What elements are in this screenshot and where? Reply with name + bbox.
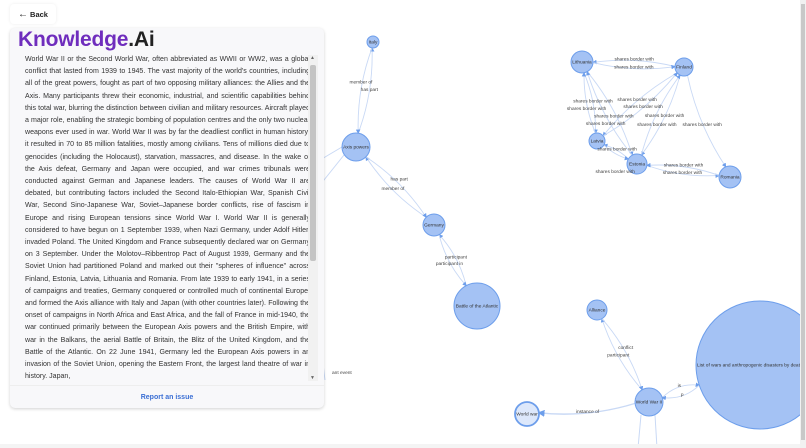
graph-edge [687,75,727,168]
back-button[interactable]: ← Back [10,4,56,24]
page-scroll-thumb[interactable] [801,4,805,440]
article-text: World War II or the Second World War, of… [25,56,310,381]
graph-node-latvia[interactable]: Latvia [588,132,606,150]
graph-edge [438,234,467,287]
article-scrollbar[interactable]: ▲ ▼ [308,55,318,381]
edge-label: shares border with [594,114,634,120]
edge-label: participant in [436,261,464,267]
edge-label: is [678,383,682,389]
graph-edge [537,402,636,417]
graph-edge [601,318,644,391]
edge-label: shares border with [664,163,704,169]
graph-edge [640,74,681,156]
graph-edge [637,414,642,448]
graph-edge [646,162,720,176]
node-label: Italy [369,40,378,46]
divider [10,385,324,386]
graph-edge [592,62,676,70]
graph-node-atlantic[interactable]: Battle of the Atlantic [453,282,501,330]
graph-edge [365,156,427,218]
graph-edge [602,72,678,137]
horizontal-scrollbar[interactable] [0,444,800,448]
graph-node-lithuania[interactable]: Lithuania [570,50,594,74]
graph-edge [365,156,427,218]
graph-edge [319,154,345,186]
graph-node-germany[interactable]: Germany [422,213,446,237]
graph-edge [661,382,701,398]
edge-label: shares border with [573,98,613,104]
graph-edge [654,414,658,448]
edge-label: has part [391,177,409,183]
edge-label: shares border with [567,106,607,112]
edge-label: shares border with [682,122,722,128]
graph-edge [661,384,700,401]
graph-edge [586,71,634,157]
edge-label: shares border with [637,122,677,128]
node-label: Estonia [629,162,645,168]
edge-label: shares border with [617,97,657,103]
node-label: Latvia [591,139,604,145]
node-label: Finland [676,65,692,71]
edge-label: has part [361,87,379,93]
node-label: World War II [636,400,662,406]
graph-edge [581,71,596,134]
edge-label: shares border with [663,170,703,176]
graph-edge [600,317,643,391]
back-label: Back [30,9,48,19]
arrow-left-icon: ← [18,8,29,20]
scroll-up-icon[interactable]: ▲ [310,55,315,61]
graph-node-finland[interactable]: Finland [674,57,694,77]
edge-label: shares border with [595,169,635,175]
edge-label: member of [381,186,405,192]
graph-edge [357,47,375,134]
scroll-down-icon[interactable]: ▼ [310,375,315,381]
graph-node-alliance[interactable]: Alliance [586,299,608,321]
edge-label: participant [607,352,630,358]
graph-node-italy[interactable]: Italy [366,35,380,49]
node-label: List of wars and anthropogenic disasters… [697,363,806,369]
graph-edge [583,72,598,135]
scroll-thumb[interactable] [310,65,316,261]
logo: Knowledge.Ai [18,28,155,51]
graph-node-estonia[interactable]: Estonia [626,153,648,175]
node-label: Alliance [589,308,606,314]
graph-node-worldwar[interactable]: World war [514,401,540,427]
graph-node-list[interactable]: List of wars and anthropogenic disasters… [695,300,806,430]
node-label: Battle of the Atlantic [456,304,499,310]
edge-label: participant [445,254,468,260]
graph-edge [586,70,633,156]
article-panel: Knowledge.Ai World War II or the Second … [10,28,324,408]
edge-label: shares border with [586,121,626,127]
edge-label: shares border with [614,56,654,62]
edge-label: ant event [332,370,352,376]
edge-label: p [681,393,684,398]
edge-label: conflict [618,345,634,351]
graph-edge [640,74,681,156]
graph-node-ww2[interactable]: World War II [634,387,664,417]
edge-label: member of [349,79,373,85]
graph-edge [355,47,373,135]
report-issue-link[interactable]: Report an issue [140,394,194,401]
edge-label: shares border with [614,65,654,71]
node-label: Romania [720,175,740,181]
graph-node-axis[interactable]: Axis powers [341,132,371,162]
graph-edge [602,72,678,137]
graph-edge [592,59,676,67]
graph-edge [646,164,721,178]
edge-label: shares border with [645,113,685,119]
edge-label: shares border with [597,146,637,152]
node-label: Lithuania [572,60,592,66]
page-scrollbar[interactable] [800,0,806,448]
graph-edge [438,234,467,286]
node-label: Germany [424,223,444,229]
node-label: World war [516,412,538,418]
edge-label: shares border with [623,104,663,110]
graph-node-romania[interactable]: Romania [718,165,742,189]
graph-edge [603,144,630,161]
edge-label: instance of [576,409,600,415]
node-label: Axis powers [343,145,369,151]
